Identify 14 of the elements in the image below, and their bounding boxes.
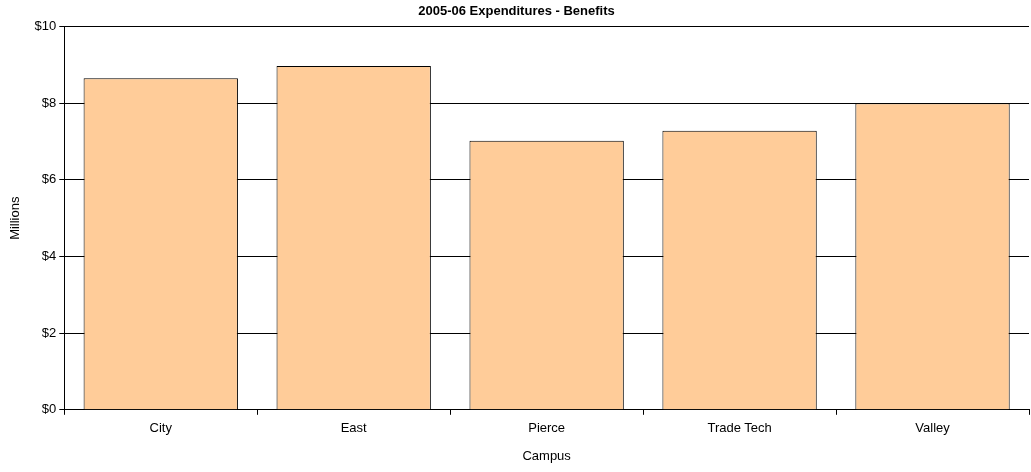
x-tick-label: Trade Tech bbox=[707, 420, 772, 436]
x-tick-label: City bbox=[149, 420, 173, 436]
y-axis-title: Millions bbox=[7, 196, 23, 240]
x-tick-label: Valley bbox=[915, 420, 951, 436]
y-tick-label: $10 bbox=[34, 18, 57, 34]
y-tick-label: $2 bbox=[41, 324, 57, 340]
x-tick-label: East bbox=[340, 420, 368, 436]
y-tick-label: $6 bbox=[41, 171, 57, 187]
x-tick-label: Pierce bbox=[528, 420, 566, 436]
y-tick-label: $4 bbox=[41, 248, 57, 264]
y-tick-label: $8 bbox=[41, 94, 57, 110]
x-axis-title: Campus bbox=[522, 447, 572, 463]
chart-title: 2005-06 Expenditures - Benefits bbox=[418, 3, 615, 19]
y-tick-label: $0 bbox=[41, 401, 57, 417]
